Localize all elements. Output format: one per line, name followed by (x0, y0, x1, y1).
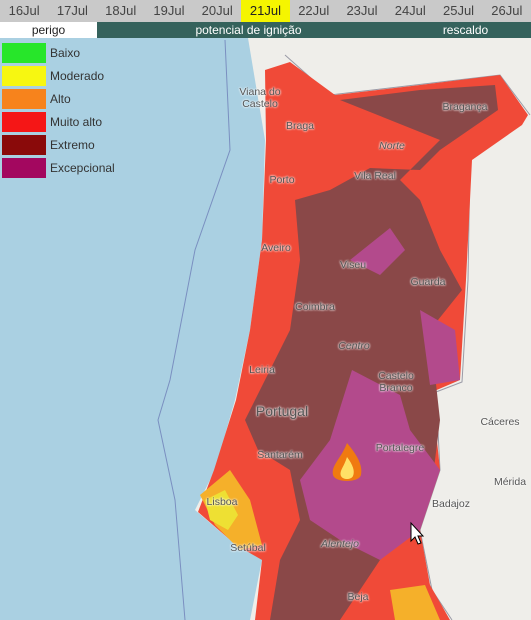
place-label: Braga (285, 120, 315, 132)
place-label: Aveiro (261, 242, 291, 254)
place-label: Coimbra (295, 301, 335, 313)
legend-item: Moderado (2, 64, 115, 87)
place-label: Castelo Branco (378, 370, 414, 394)
date-button[interactable]: 25Jul (442, 3, 475, 18)
place-label: Porto (269, 174, 295, 186)
date-button[interactable]: 21Jul (241, 0, 290, 22)
place-label: Setúbal (230, 542, 266, 554)
place-label: Portugal (255, 403, 309, 419)
legend-item: Baixo (2, 41, 115, 64)
tab-bar: perigo potencial de ignição rescaldo (0, 22, 531, 38)
date-button[interactable]: 19Jul (153, 3, 185, 18)
place-label: Beja (347, 591, 369, 603)
place-label: Vila Real (354, 170, 396, 182)
place-label: Alentejo (321, 538, 359, 550)
tab[interactable]: perigo (0, 22, 97, 38)
legend-swatch (2, 157, 46, 178)
date-button[interactable]: 22Jul (298, 3, 330, 18)
legend-label: Extremo (50, 137, 95, 152)
date-bar: 16Jul 17Jul 18Jul 19Jul 20Jul 21Jul 22Jul 23Jul… (0, 0, 531, 22)
place-label: Bragança (442, 101, 488, 113)
place-label: Guarda (410, 276, 446, 288)
mouse-cursor (410, 521, 425, 545)
legend-swatch (2, 134, 46, 155)
legend-item: Excepcional (2, 156, 115, 179)
date-button[interactable]: 16Jul (8, 3, 40, 18)
date-button[interactable]: 18Jul (105, 3, 137, 18)
place-label: Norte (379, 140, 405, 152)
legend-label: Muito alto (50, 114, 103, 129)
tab[interactable]: rescaldo (442, 23, 489, 37)
legend-item: Extremo (2, 133, 115, 156)
date-button[interactable]: 23Jul (346, 3, 378, 18)
place-label: Cáceres (480, 416, 520, 428)
legend-item: Muito alto (2, 110, 115, 133)
legend-label: Alto (50, 91, 71, 106)
legend-label: Excepcional (50, 160, 115, 175)
fire-icon (332, 443, 362, 481)
date-button[interactable]: 20Jul (201, 3, 233, 18)
place-label: Lisboa (206, 496, 238, 508)
place-label: Santarém (257, 449, 303, 461)
boundary-line (157, 39, 231, 620)
risk-moderate (200, 470, 440, 620)
date-button[interactable]: 24Jul (394, 3, 426, 18)
risk-low (205, 490, 238, 530)
place-label: Viana do Castelo (239, 86, 281, 110)
tab[interactable]: potencial de ignição (195, 23, 302, 37)
place-label: Mérida (493, 476, 527, 488)
legend-swatch (2, 111, 46, 132)
legend-label: Moderado (50, 68, 105, 83)
legend-label: Baixo (50, 45, 81, 60)
place-label: Portalegre (375, 442, 425, 454)
legend-swatch (2, 65, 46, 86)
date-button[interactable]: 26Jul (491, 3, 523, 18)
legend-swatch (2, 42, 46, 63)
legend-item: Alto (2, 87, 115, 110)
legend: Baixo Moderado Alto Muito alto Extremo Excepc… (2, 41, 115, 179)
place-label: Viseu (339, 259, 367, 271)
legend-swatch (2, 88, 46, 109)
place-label: Centro (338, 340, 370, 352)
date-button[interactable]: 17Jul (56, 3, 88, 18)
place-label: Leiria (249, 364, 275, 376)
place-label: Badajoz (432, 498, 470, 510)
